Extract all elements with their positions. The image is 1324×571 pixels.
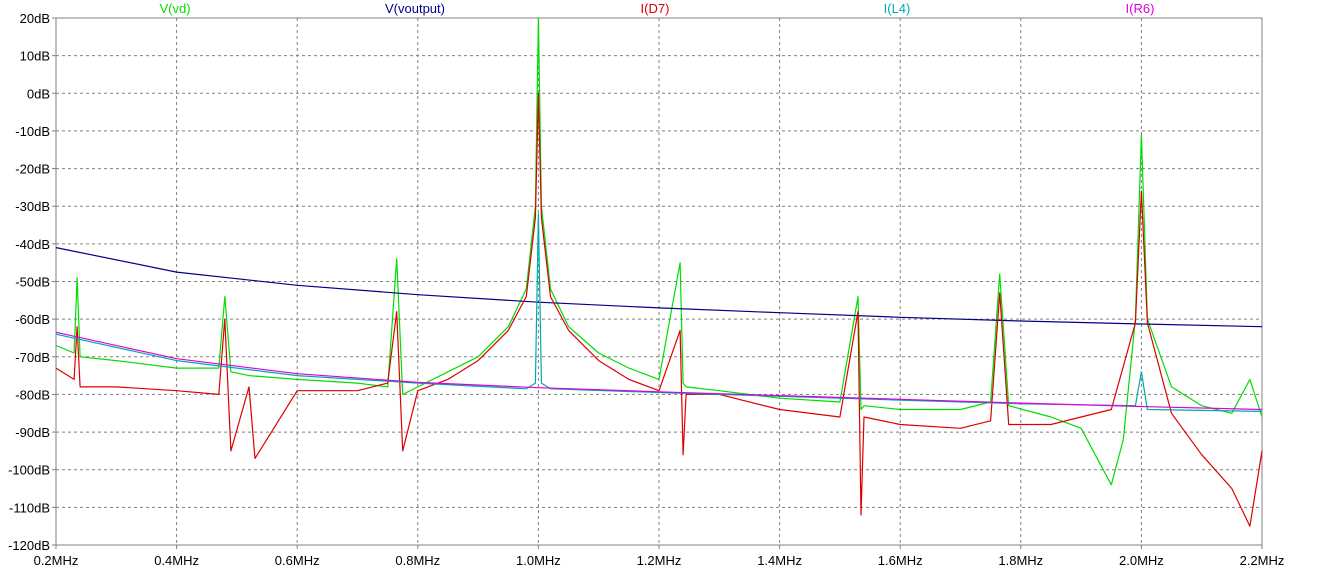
legend-entry: I(R6)	[1126, 1, 1155, 16]
y-tick-label: -90dB	[15, 425, 50, 440]
y-tick-label: -20dB	[15, 162, 50, 177]
x-tick-label: 2.2MHz	[1240, 553, 1285, 568]
y-tick-label: -10dB	[15, 124, 50, 139]
series-line-v-voutput	[55, 247, 1263, 328]
x-tick-label: 1.6MHz	[878, 553, 923, 568]
legend-entry: V(vd)	[159, 1, 190, 16]
series-layer	[55, 17, 1263, 527]
y-tick-label: -120dB	[8, 538, 50, 553]
x-tick-label: 1.0MHz	[516, 553, 561, 568]
legend-entry: V(voutput)	[385, 1, 445, 16]
x-tick-label: 0.6MHz	[275, 553, 320, 568]
y-tick-label: -50dB	[15, 275, 50, 290]
series-line-i-d7	[55, 92, 1263, 527]
y-tick-label: -70dB	[15, 350, 50, 365]
x-tick-label: 0.2MHz	[34, 553, 79, 568]
legend: V(vd) V(voutput) I(D7) I(L4) I(R6)	[159, 1, 1154, 16]
y-axis: 20dB 10dB 0dB -10dB -20dB -30dB -40dB -50dB -60d…	[8, 11, 56, 553]
y-tick-label: -110dB	[9, 500, 50, 515]
y-tick-label: -40dB	[15, 237, 50, 252]
x-tick-label: 1.4MHz	[757, 553, 802, 568]
grid-lines	[56, 18, 1262, 545]
y-tick-label: -100dB	[8, 463, 50, 478]
y-tick-label: 0dB	[27, 86, 50, 101]
y-tick-label: 10dB	[20, 49, 50, 64]
x-tick-label: 0.8MHz	[395, 553, 440, 568]
legend-entry: I(D7)	[641, 1, 670, 16]
series-line-i-r6	[55, 331, 1263, 411]
x-tick-label: 1.2MHz	[637, 553, 682, 568]
x-tick-label: 2.0MHz	[1119, 553, 1164, 568]
y-tick-label: -80dB	[15, 387, 50, 402]
y-tick-label: -30dB	[15, 199, 50, 214]
y-tick-label: -60dB	[15, 312, 50, 327]
series-line-i-l4	[55, 213, 1263, 412]
y-tick-label: 20dB	[20, 11, 50, 26]
x-tick-label: 1.8MHz	[998, 553, 1043, 568]
x-axis: 0.2MHz 0.4MHz 0.6MHz 0.8MHz 1.0MHz 1.2MHz 1.4M…	[34, 545, 1285, 568]
series-line-v-vd	[55, 17, 1263, 486]
legend-entry: I(L4)	[884, 1, 911, 16]
x-tick-label: 0.4MHz	[154, 553, 199, 568]
